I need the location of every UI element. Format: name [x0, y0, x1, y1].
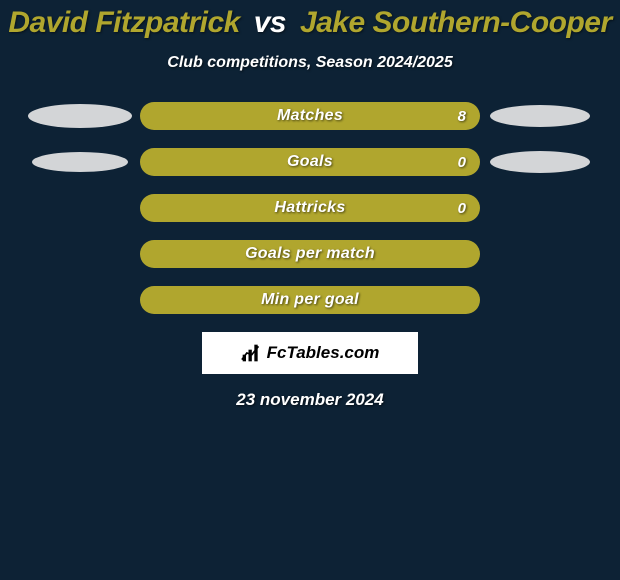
- stat-row: Goals per match: [0, 240, 620, 268]
- stat-label: Matches: [277, 107, 343, 125]
- subtitle: Club competitions, Season 2024/2025: [0, 54, 620, 72]
- stat-bar: Matches 8: [140, 102, 480, 130]
- player1-name: David Fitzpatrick: [8, 6, 240, 39]
- comparison-title: David Fitzpatrick vs Jake Southern-Coope…: [0, 0, 620, 40]
- stats-rows: Matches 8 Goals 0 Hattricks 0 Goals per match M…: [0, 102, 620, 314]
- stat-row: Hattricks 0: [0, 194, 620, 222]
- stat-bar: Goals per match: [140, 240, 480, 268]
- stat-value: 0: [458, 154, 466, 171]
- bar-chart-icon: [241, 343, 261, 363]
- stat-row: Matches 8: [0, 102, 620, 130]
- vs-text: vs: [254, 6, 286, 39]
- player1-ellipse: [28, 104, 132, 128]
- stat-row: Goals 0: [0, 148, 620, 176]
- logo-box: FcTables.com: [202, 332, 418, 374]
- stat-bar: Hattricks 0: [140, 194, 480, 222]
- logo-text: FcTables.com: [267, 343, 380, 363]
- stat-label: Min per goal: [261, 291, 359, 309]
- left-side: [20, 104, 140, 128]
- stat-label: Goals per match: [245, 245, 375, 263]
- stat-row: Min per goal: [0, 286, 620, 314]
- right-side: [480, 105, 600, 127]
- left-side: [20, 152, 140, 172]
- stat-label: Goals: [287, 153, 333, 171]
- right-side: [480, 151, 600, 173]
- player1-ellipse: [32, 152, 128, 172]
- player2-ellipse: [490, 105, 590, 127]
- stat-label: Hattricks: [274, 199, 345, 217]
- stat-bar: Min per goal: [140, 286, 480, 314]
- player2-name: Jake Southern-Cooper: [300, 6, 612, 39]
- player2-ellipse: [490, 151, 590, 173]
- stat-value: 8: [458, 108, 466, 125]
- stat-value: 0: [458, 200, 466, 217]
- stat-bar: Goals 0: [140, 148, 480, 176]
- date-label: 23 november 2024: [0, 390, 620, 410]
